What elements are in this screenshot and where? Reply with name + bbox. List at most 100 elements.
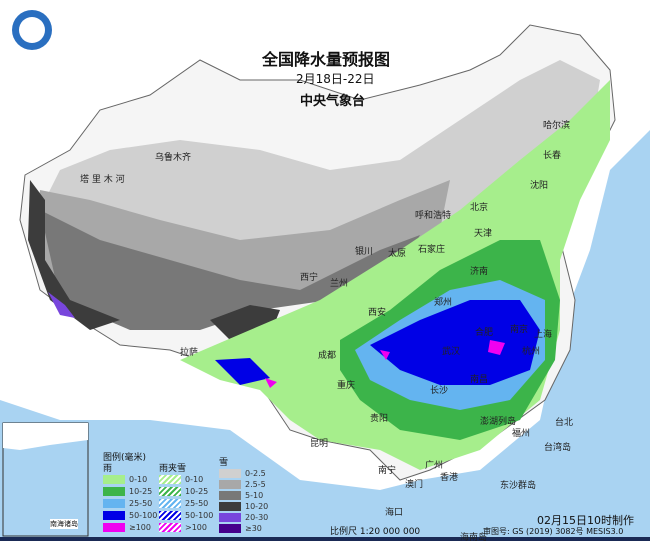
city-label: 昆明: [310, 439, 329, 449]
city-label: 拉萨: [180, 348, 199, 358]
legend-snow-row: 10-20: [219, 501, 268, 511]
legend-label: ≥100: [129, 522, 151, 532]
legend-label: 10-20: [245, 501, 269, 511]
city-label: 西宁: [300, 273, 319, 283]
legend-title: 图例(毫米): [103, 453, 147, 463]
legend-snow-row: 5-10: [219, 490, 263, 500]
legend-sleet-row: 10-25: [159, 486, 208, 496]
city-label: 天津: [474, 229, 493, 239]
legend-swatch: [159, 522, 181, 532]
city-label: 石家庄: [418, 245, 446, 255]
legend-swatch: [103, 510, 125, 520]
approval-number: 审图号: GS (2019) 3082号 MESIS3.0: [483, 527, 624, 536]
legend-rain-row: 0-10: [103, 474, 147, 484]
inset-label: 南海诸岛: [50, 519, 78, 529]
legend-snow-row: 2.5-5: [219, 479, 266, 489]
city-label: 哈尔滨: [543, 121, 571, 131]
city-label: 澎湖列岛: [480, 417, 517, 427]
legend-label: 50-100: [129, 510, 158, 520]
city-label: 武汉: [442, 347, 461, 357]
city-label: 塔 里 木 河: [80, 175, 125, 185]
legend-swatch: [159, 510, 181, 520]
legend-sleet-row: >100: [159, 522, 207, 532]
date-range: 2月18日-22日: [296, 72, 375, 86]
rain-50-100: [215, 300, 540, 385]
legend-snow-row: 20-30: [219, 512, 268, 522]
legend-label: ≥30: [245, 523, 262, 533]
legend-swatch: [219, 501, 241, 511]
city-label: 广州: [425, 461, 444, 471]
legend-swatch: [103, 486, 125, 496]
city-label: 贵阳: [370, 414, 389, 424]
city-label: 杭州: [522, 347, 541, 357]
city-label: 兰州: [330, 279, 349, 289]
legend-label: 50-100: [185, 510, 214, 520]
city-label: 南昌: [470, 375, 489, 385]
legend-swatch: [103, 498, 125, 508]
city-label: 南京: [510, 325, 529, 335]
city-label: 长沙: [430, 386, 449, 396]
legend-label: 10-25: [129, 486, 153, 496]
city-label: 上海: [534, 330, 553, 340]
legend: 图例(毫米) 雨 雨夹雪 雪 0-10 10-25 25-50 50-100 ≥100 0…: [95, 450, 275, 536]
legend-swatch: [159, 486, 181, 496]
legend-label: 25-50: [185, 498, 209, 508]
city-label: 沈阳: [530, 181, 549, 191]
legend-sleet-row: 25-50: [159, 498, 208, 508]
city-label: 太原: [388, 249, 407, 259]
city-label: 福州: [512, 429, 531, 439]
issuer: 中央气象台: [300, 94, 366, 109]
legend-rain-label: 雨: [103, 464, 113, 474]
made-time: 02月15日10时制作: [537, 514, 634, 527]
legend-rain-row: ≥100: [103, 522, 151, 532]
legend-label: 20-30: [245, 512, 269, 522]
city-label: 济南: [470, 267, 489, 277]
legend-sleet-row: 50-100: [159, 510, 213, 520]
inset-land: [3, 423, 88, 450]
map-title: 全国降水量预报图: [262, 50, 391, 69]
legend-swatch: [219, 523, 241, 533]
scale-text: 比例尺 1:20 000 000: [330, 527, 421, 537]
legend-rain-row: 25-50: [103, 498, 152, 508]
city-label: 郑州: [434, 298, 453, 308]
legend-snow-label: 雪: [219, 458, 229, 468]
city-label: 重庆: [337, 381, 356, 391]
legend-snow-row: ≥30: [219, 523, 262, 533]
legend-swatch: [103, 522, 125, 532]
city-label: 成都: [318, 351, 337, 361]
city-label: 海南岛: [460, 533, 488, 541]
city-label: 澳门: [405, 480, 424, 490]
legend-label: 10-25: [185, 486, 209, 496]
legend-label: 0-10: [129, 474, 148, 484]
legend-swatch: [159, 498, 181, 508]
city-label: 东沙群岛: [500, 481, 537, 491]
legend-swatch: [103, 474, 125, 484]
city-label: 合肥: [475, 328, 494, 338]
legend-label: 25-50: [129, 498, 153, 508]
city-label: 乌鲁木齐: [155, 153, 192, 163]
city-label: 香港: [440, 473, 459, 483]
legend-label: >100: [185, 522, 207, 532]
city-label: 南宁: [378, 466, 397, 476]
legend-sleet-row: 0-10: [159, 474, 203, 484]
legend-sleet-label: 雨夹雪: [159, 464, 187, 474]
legend-rain-row: 50-100: [103, 510, 157, 520]
legend-swatch: [219, 479, 241, 489]
legend-label: 5-10: [245, 490, 264, 500]
legend-rain-row: 10-25: [103, 486, 152, 496]
city-label: 台湾岛: [544, 443, 572, 453]
legend-snow-row: 0-2.5: [219, 468, 266, 478]
legend-swatch: [159, 474, 181, 484]
city-label: 西安: [368, 308, 387, 318]
city-label: 长春: [543, 151, 562, 161]
legend-label: 0-2.5: [245, 468, 266, 478]
legend-swatch: [219, 490, 241, 500]
city-label: 海口: [385, 508, 404, 518]
snow-20-30: [48, 292, 75, 318]
legend-label: 0-10: [185, 474, 204, 484]
legend-label: 2.5-5: [245, 479, 266, 489]
city-label: 台北: [555, 418, 574, 428]
legend-swatch: [219, 468, 241, 478]
